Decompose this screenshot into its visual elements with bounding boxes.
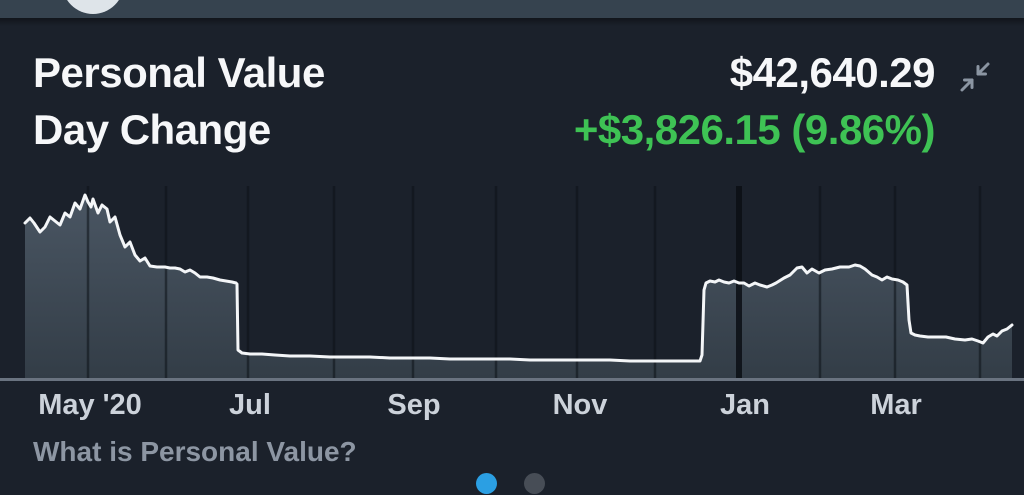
collapse-button[interactable] bbox=[956, 58, 994, 96]
page-dot-active[interactable] bbox=[475, 473, 497, 494]
collapse-arrows-icon bbox=[960, 62, 990, 92]
personal-value-amount: $42,640.29 bbox=[729, 49, 936, 96]
x-axis-tick-label: May '20 bbox=[38, 389, 142, 421]
x-axis-tick-label: Jan bbox=[720, 389, 770, 421]
x-axis-tick-label: Jul bbox=[229, 389, 271, 421]
area-chart[interactable] bbox=[0, 180, 1024, 390]
chart-area-fill bbox=[25, 195, 1012, 378]
page-dot-inactive[interactable] bbox=[523, 473, 545, 494]
x-axis-tick-label: Sep bbox=[387, 389, 441, 421]
top-bar-shadow bbox=[0, 18, 1024, 26]
personal-value-chart[interactable] bbox=[0, 180, 1024, 390]
page-indicator bbox=[0, 473, 1024, 495]
chart-value-line bbox=[23, 193, 1014, 363]
what-is-personal-value-link[interactable]: What is Personal Value? bbox=[33, 436, 357, 467]
x-axis-tick-label: Mar bbox=[870, 389, 922, 421]
x-axis-labels: May '20 Jul Sep Nov Jan Mar bbox=[0, 390, 1024, 422]
page-title: Personal Value bbox=[33, 49, 325, 96]
top-bar bbox=[0, 0, 1024, 18]
x-axis-tick-label: Nov bbox=[552, 389, 608, 421]
day-change-label: Day Change bbox=[33, 106, 271, 153]
day-change-amount: +$3,826.15 (9.86%) bbox=[573, 106, 936, 153]
